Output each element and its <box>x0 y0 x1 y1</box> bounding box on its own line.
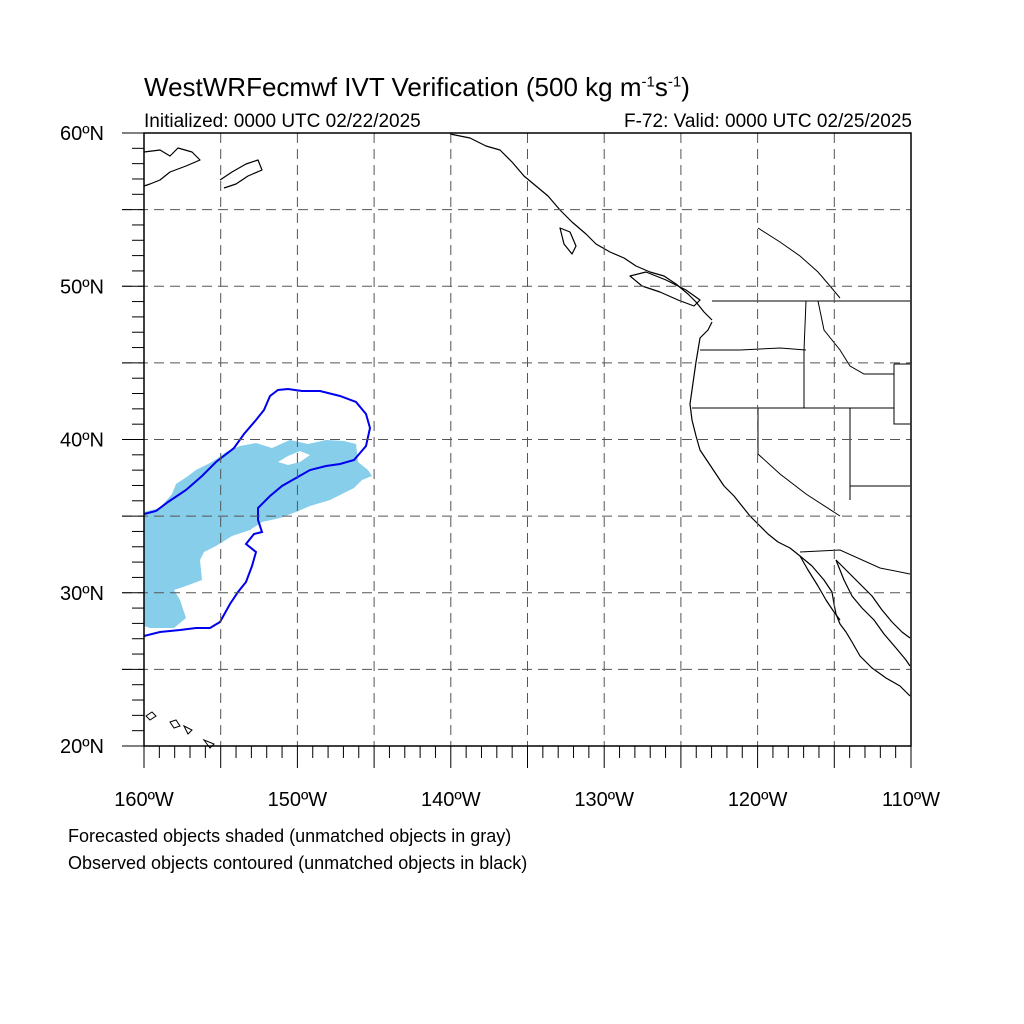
gulf-california <box>835 559 911 667</box>
lat-label: 60ºN <box>60 123 104 145</box>
lon-label: 120ºW <box>728 789 788 811</box>
forecast-ivt-object <box>144 440 372 628</box>
axis-labels: 60ºN 50ºN 40ºN 30ºN 20ºN 160ºW 150ºW 140ºW 130ºW… <box>60 123 940 811</box>
lat-label: 30ºN <box>60 583 104 605</box>
gridlines <box>122 133 911 746</box>
us-west-coast <box>689 321 911 697</box>
lat-label: 20ºN <box>60 736 104 758</box>
forecast-note: Forecasted objects shaded (unmatched obj… <box>68 826 512 846</box>
bc-alberta-border <box>757 227 841 299</box>
us-mexico-border <box>799 549 911 575</box>
wyoming-border <box>893 363 910 425</box>
initialized-time: Initialized: 0000 UTC 02/22/2025 <box>144 111 421 132</box>
lat-label: 50ºN <box>60 276 104 298</box>
lon-label: 110ºW <box>882 789 940 811</box>
forecast-object-hole <box>278 451 310 465</box>
vancouver-island <box>629 271 701 307</box>
axis-ticks <box>122 132 912 768</box>
hawaiian-islands <box>145 711 215 749</box>
alaska-coast <box>143 147 263 189</box>
chart-title: WestWRFecmwf IVT Verification (500 kg m-… <box>144 72 690 102</box>
lat-label: 40ºN <box>60 430 104 452</box>
canada-coast <box>449 133 713 321</box>
washington-oregon-border <box>700 347 807 351</box>
observed-note: Observed objects contoured (unmatched ob… <box>68 853 528 873</box>
baja-california <box>799 555 911 639</box>
california-nevada-border <box>757 408 841 517</box>
observed-ivt-contour <box>143 387 372 637</box>
haida-gwaii <box>559 227 577 255</box>
valid-time: F-72: Valid: 0000 UTC 02/25/2025 <box>624 111 912 132</box>
lon-label: 160ºW <box>114 789 174 811</box>
political-boundaries <box>692 227 911 575</box>
idaho-border <box>803 300 894 408</box>
lon-label: 140ºW <box>421 789 481 811</box>
lon-label: 130ºW <box>574 789 634 811</box>
lon-label: 150ºW <box>268 789 328 811</box>
coastlines <box>143 133 911 697</box>
